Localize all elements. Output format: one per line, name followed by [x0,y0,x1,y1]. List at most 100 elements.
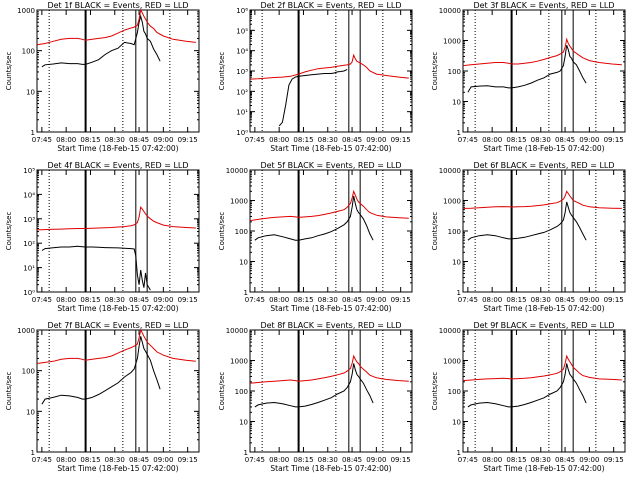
plot-frame [462,169,626,293]
y-tick-label: 10³ [236,68,248,76]
x-tick-label: 09:00 [579,136,599,144]
y-tick-label: 10⁰ [236,129,248,137]
x-axis-label: Start Time (18-Feb-15 07:42:00) [270,144,391,153]
x-tick-label: 09:15 [604,456,624,464]
x-tick-label: 08:30 [105,136,125,144]
x-axis-label: Start Time (18-Feb-15 07:42:00) [57,464,178,473]
x-tick-label: 08:30 [318,456,338,464]
x-tick-label: 08:15 [506,456,526,464]
y-tick-label: 10⁵ [23,167,35,175]
y-tick-label: 1 [457,449,461,457]
series-line-lld [249,53,409,80]
panel-title: Det 5f BLACK = Events, RED = LLD [260,161,401,170]
panel-6: Det 6f BLACK = Events, RED = LLD 1 10 100 10… [431,161,626,313]
plot-frame [36,9,200,133]
x-tick-label: 08:30 [531,136,551,144]
y-tick-label: 100 [448,228,461,236]
plot-frame [249,169,413,293]
y-tick-label: 100 [22,368,35,376]
y-tick-label: 10⁰ [23,289,35,297]
y-axis-label: Counts/sec [5,212,13,251]
y-tick-label: 1 [457,289,461,297]
panel-5: Det 5f BLACK = Events, RED = LLD 1 10 100 10… [218,161,413,313]
y-tick-label: 10 [452,259,461,267]
x-tick-label: 07:45 [458,136,478,144]
series-line-events [467,45,587,93]
panel-title: Det 7f BLACK = Events, RED = LLD [47,321,188,330]
y-tick-label: 10000 [439,167,461,175]
y-tick-label: 10³ [23,216,35,224]
x-tick-label: 08:30 [105,456,125,464]
series-line-lld [36,328,196,364]
x-tick-label: 09:15 [391,456,411,464]
y-axis-label: Counts/sec [218,372,226,411]
series-line-lld [36,8,196,46]
series-line-events [41,245,151,291]
series-line-lld [462,354,622,382]
series-line-events [41,14,161,68]
y-tick-label: 1 [457,129,461,137]
panel-title: Det 4f BLACK = Events, RED = LLD [47,161,188,170]
y-tick-label: 10000 [439,7,461,15]
x-tick-label: 08:15 [80,136,100,144]
plot-frame [249,9,413,133]
x-tick-label: 08:00 [482,296,502,304]
x-tick-label: 09:00 [153,136,173,144]
x-tick-label: 09:15 [178,136,198,144]
x-tick-label: 07:45 [245,456,265,464]
y-tick-label: 10 [26,88,35,96]
series-line-lld [249,189,409,222]
series-line-events [41,336,161,405]
x-tick-label: 08:15 [293,296,313,304]
x-tick-label: 08:15 [506,136,526,144]
series-line-events [467,201,587,241]
panel-title: Det 2f BLACK = Events, RED = LLD [260,1,401,10]
y-tick-label: 10⁴ [23,191,35,199]
x-tick-label: 09:00 [579,296,599,304]
y-tick-label: 1000 [443,198,461,206]
series-line-lld [36,206,196,231]
y-tick-label: 100 [448,388,461,396]
x-tick-label: 08:15 [293,456,313,464]
x-tick-label: 08:45 [555,136,575,144]
panel-7: Det 7f BLACK = Events, RED = LLD 1 10 100 10… [5,321,200,473]
series-line-events [254,363,374,408]
x-tick-label: 08:45 [342,136,362,144]
x-tick-label: 08:00 [56,296,76,304]
series-line-events [254,195,374,241]
y-tick-label: 1000 [443,358,461,366]
panel-title: Det 9f BLACK = Events, RED = LLD [473,321,614,330]
x-tick-label: 08:15 [80,456,100,464]
x-tick-label: 08:45 [129,136,149,144]
y-axis-label: Counts/sec [431,52,439,91]
y-axis-label: Counts/sec [5,52,13,91]
x-tick-label: 08:15 [506,296,526,304]
y-tick-label: 10000 [439,327,461,335]
series-line-lld [462,37,622,67]
x-tick-label: 08:45 [342,296,362,304]
y-tick-label: 1 [31,449,35,457]
series-line-lld [249,354,409,384]
x-tick-label: 07:45 [458,456,478,464]
plot-frame [36,169,200,293]
x-tick-label: 08:15 [80,296,100,304]
y-tick-label: 100 [235,228,248,236]
series-line-events [467,363,587,408]
panel-title: Det 3f BLACK = Events, RED = LLD [473,1,614,10]
y-axis-label: Counts/sec [431,372,439,411]
x-tick-label: 08:45 [342,456,362,464]
x-tick-label: 09:15 [391,136,411,144]
x-tick-label: 08:30 [531,456,551,464]
y-tick-label: 10 [452,419,461,427]
panel-3: Det 3f BLACK = Events, RED = LLD 1 10 100 10… [431,1,626,153]
y-tick-label: 1000 [17,7,35,15]
y-tick-label: 10⁵ [236,27,248,35]
x-axis-label: Start Time (18-Feb-15 07:42:00) [483,304,604,313]
x-tick-label: 08:30 [105,296,125,304]
x-tick-label: 09:00 [366,136,386,144]
y-tick-label: 10⁴ [236,48,248,56]
x-tick-label: 09:15 [604,296,624,304]
y-axis-label: Counts/sec [431,212,439,251]
x-tick-label: 08:00 [482,136,502,144]
plot-frame [249,329,413,453]
